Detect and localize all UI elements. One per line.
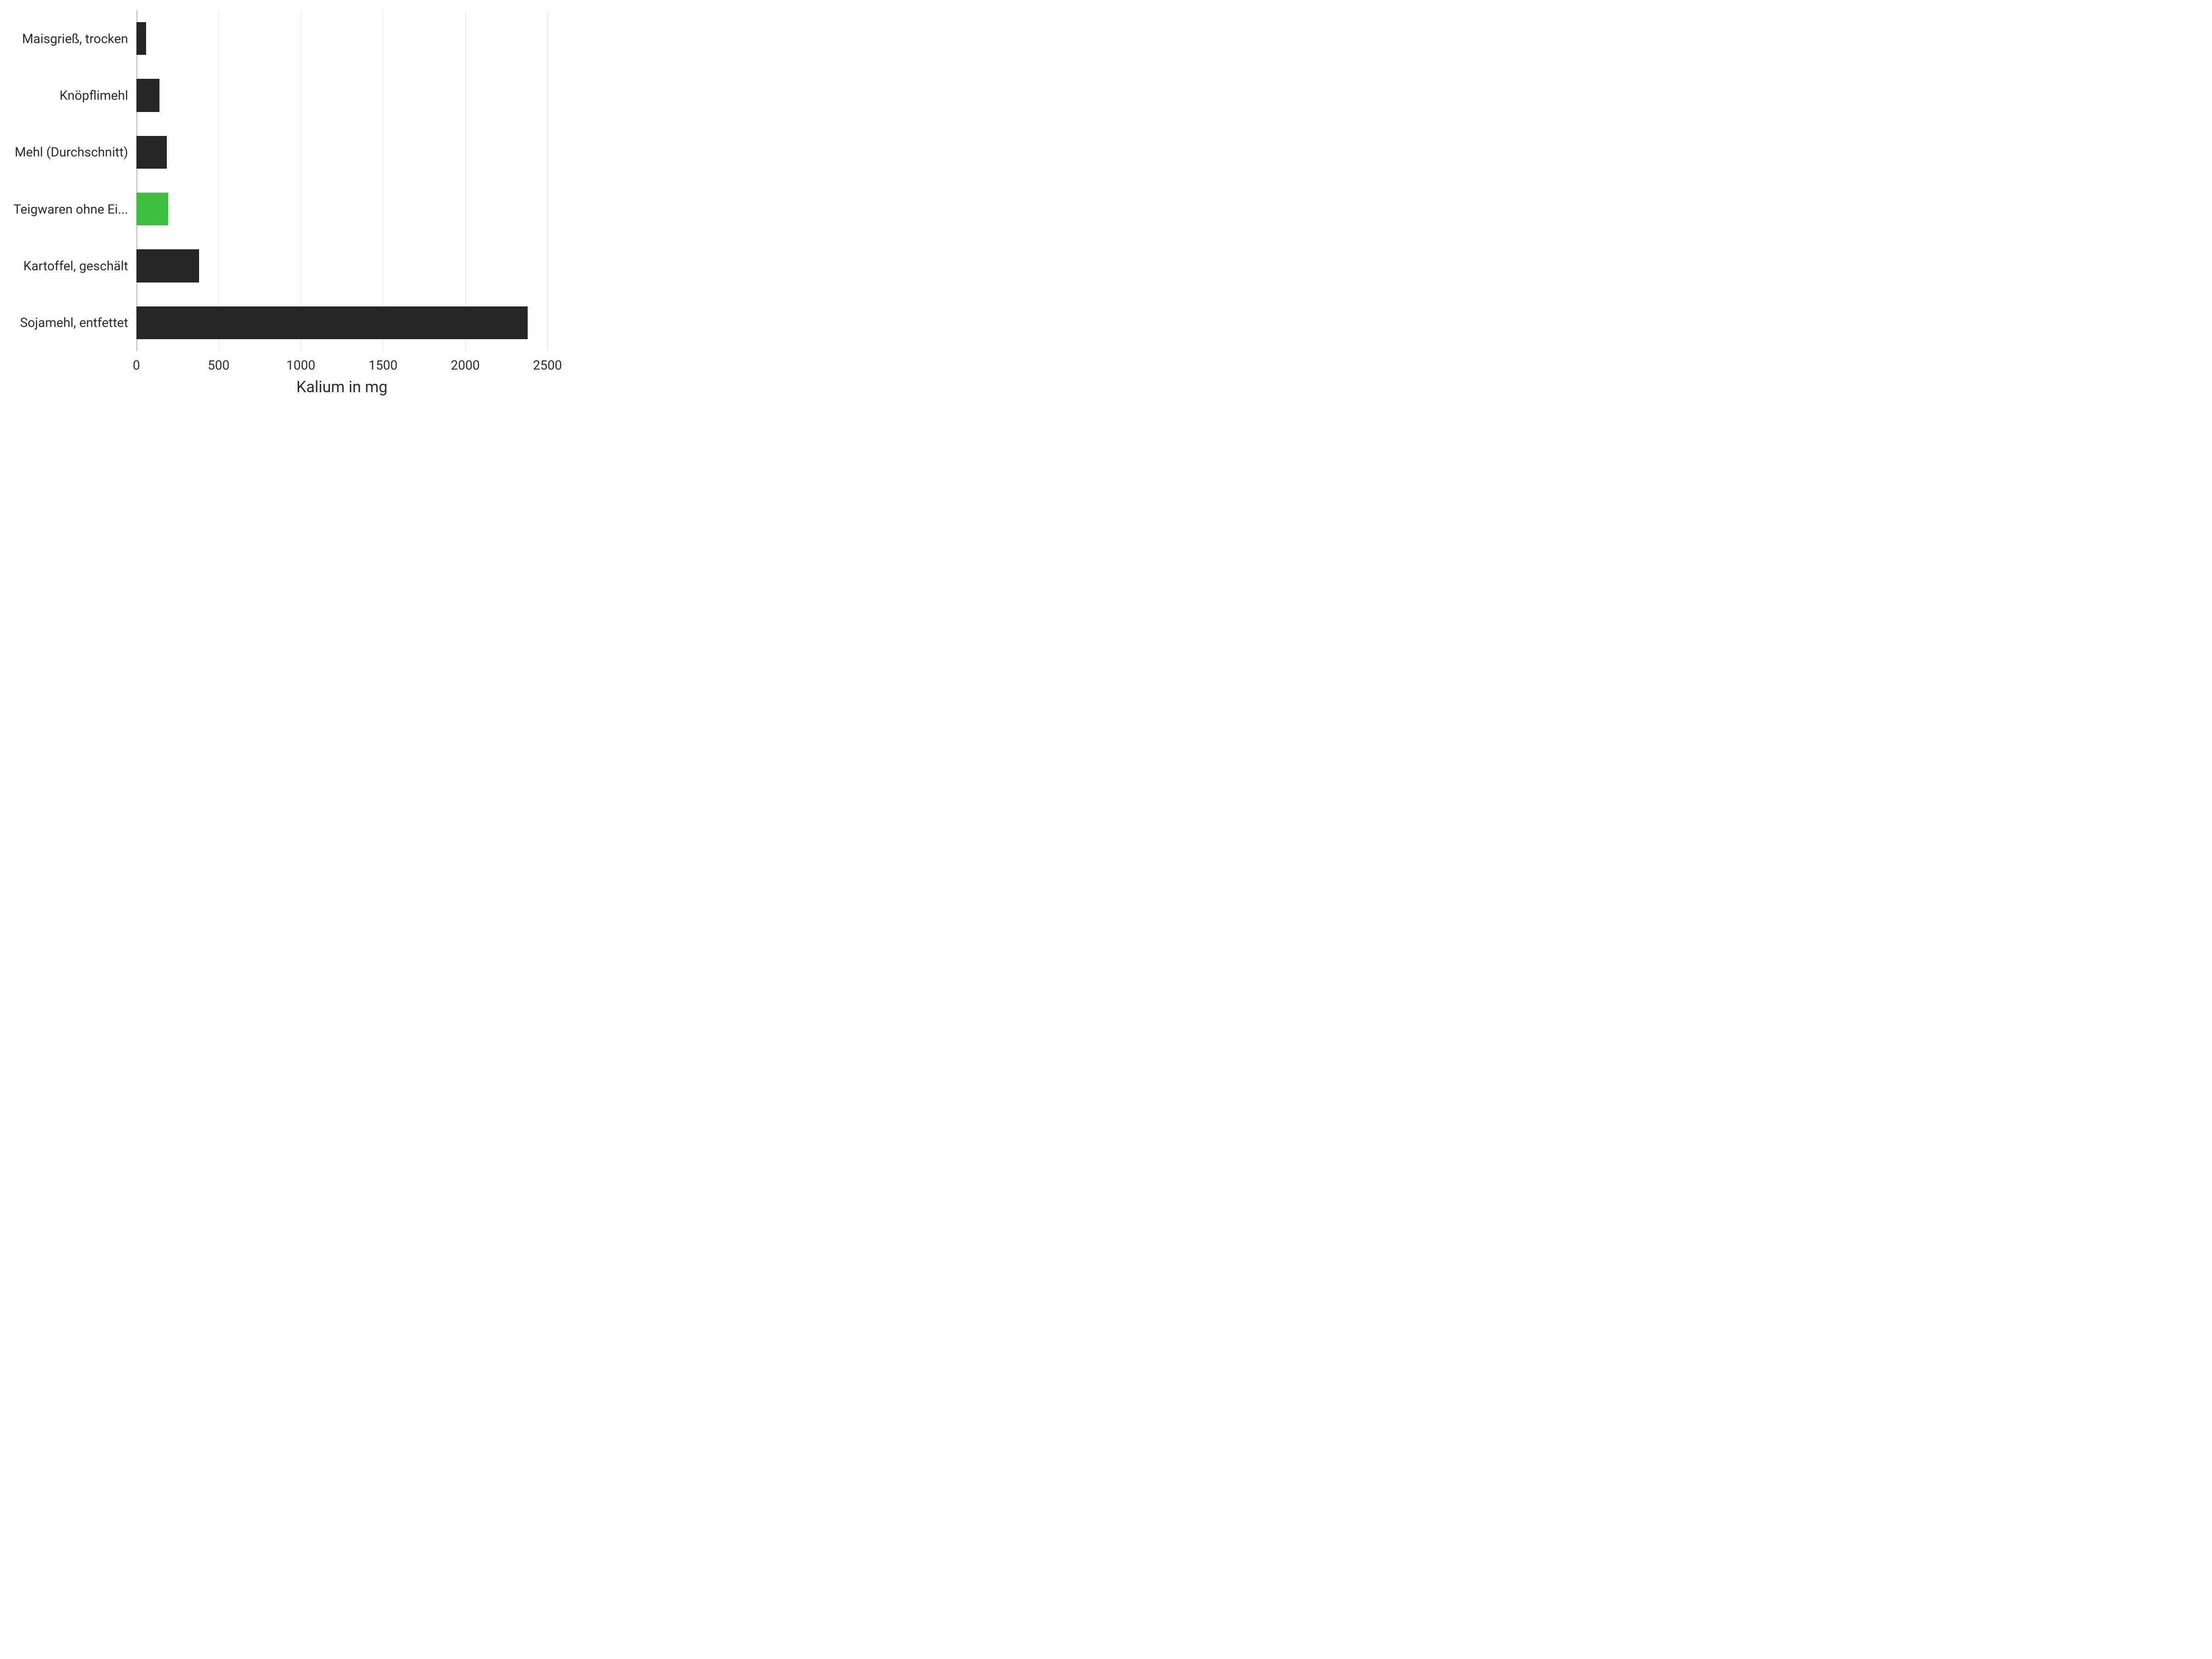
x-tick-label: 1000 [286,351,315,373]
bar [136,79,159,112]
x-tick-label: 500 [208,351,229,373]
bar [136,22,146,55]
x-tick-label: 1500 [369,351,398,373]
bar [136,193,168,226]
y-category-label: Sojamehl, entfettet [20,315,136,330]
y-category-label: Teigwaren ohne Ei... [13,201,136,217]
y-category-label: Kartoffel, geschält [24,259,136,274]
y-axis-baseline [136,10,137,351]
y-category-label: Mehl (Durchschnitt) [15,145,136,160]
y-category-label: Knöpflimehl [59,88,136,103]
bar [136,136,167,169]
x-tick-label: 2000 [451,351,480,373]
chart-container: 05001000150020002500Maisgrieß, trockenKn… [0,0,553,415]
x-gridline [465,10,466,351]
plot-area: 05001000150020002500Maisgrieß, trockenKn… [136,10,547,351]
x-gridline [547,10,548,351]
y-category-label: Maisgrieß, trocken [22,31,136,46]
x-tick-label: 2500 [533,351,562,373]
bar [136,306,528,340]
x-tick-label: 0 [133,351,140,373]
x-gridline [218,10,219,351]
bar [136,249,199,282]
x-axis-title: Kalium in mg [296,378,388,396]
